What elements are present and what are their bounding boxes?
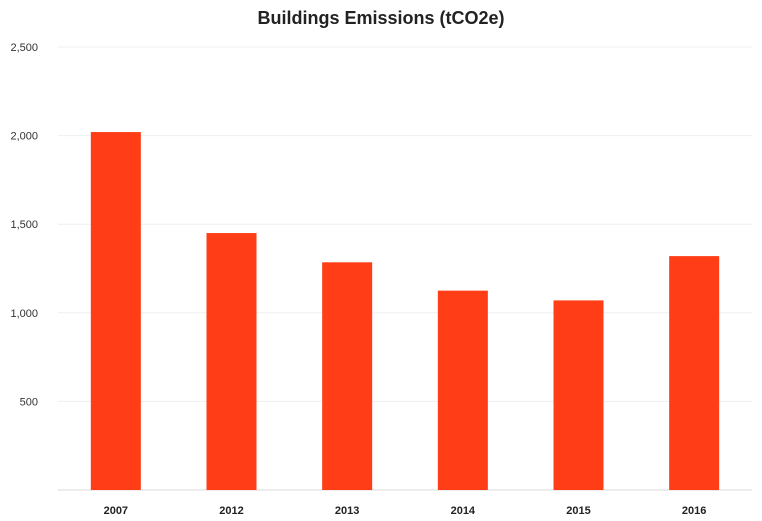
y-tick-label: 500 [20,396,38,408]
x-tick-label: 2012 [219,505,243,517]
x-tick-label: 2014 [451,505,476,517]
bars [90,132,720,490]
gridlines [58,46,752,491]
x-axis-ticks: 2007 2012 2013 2014 2015 2016 [104,505,707,517]
chart-title: Buildings Emissions (tCO2e) [257,8,505,28]
bar-2014 [437,290,488,490]
x-tick-label: 2007 [104,505,128,517]
x-tick-label: 2015 [566,505,590,517]
x-tick-label: 2016 [682,505,706,517]
y-tick-label: 1,500 [10,219,38,231]
bar-2012 [206,233,257,490]
y-tick-label: 2,000 [10,131,38,143]
x-tick-label: 2013 [335,505,359,517]
bar-2013 [322,262,373,490]
y-tick-label: 2,500 [10,42,38,54]
bar-2015 [553,300,604,490]
bar-2007 [90,132,141,490]
y-axis-ticks: 500 1,000 1,500 2,000 2,500 [10,42,38,408]
y-tick-label: 1,000 [10,308,38,320]
bar-2016 [669,256,720,490]
